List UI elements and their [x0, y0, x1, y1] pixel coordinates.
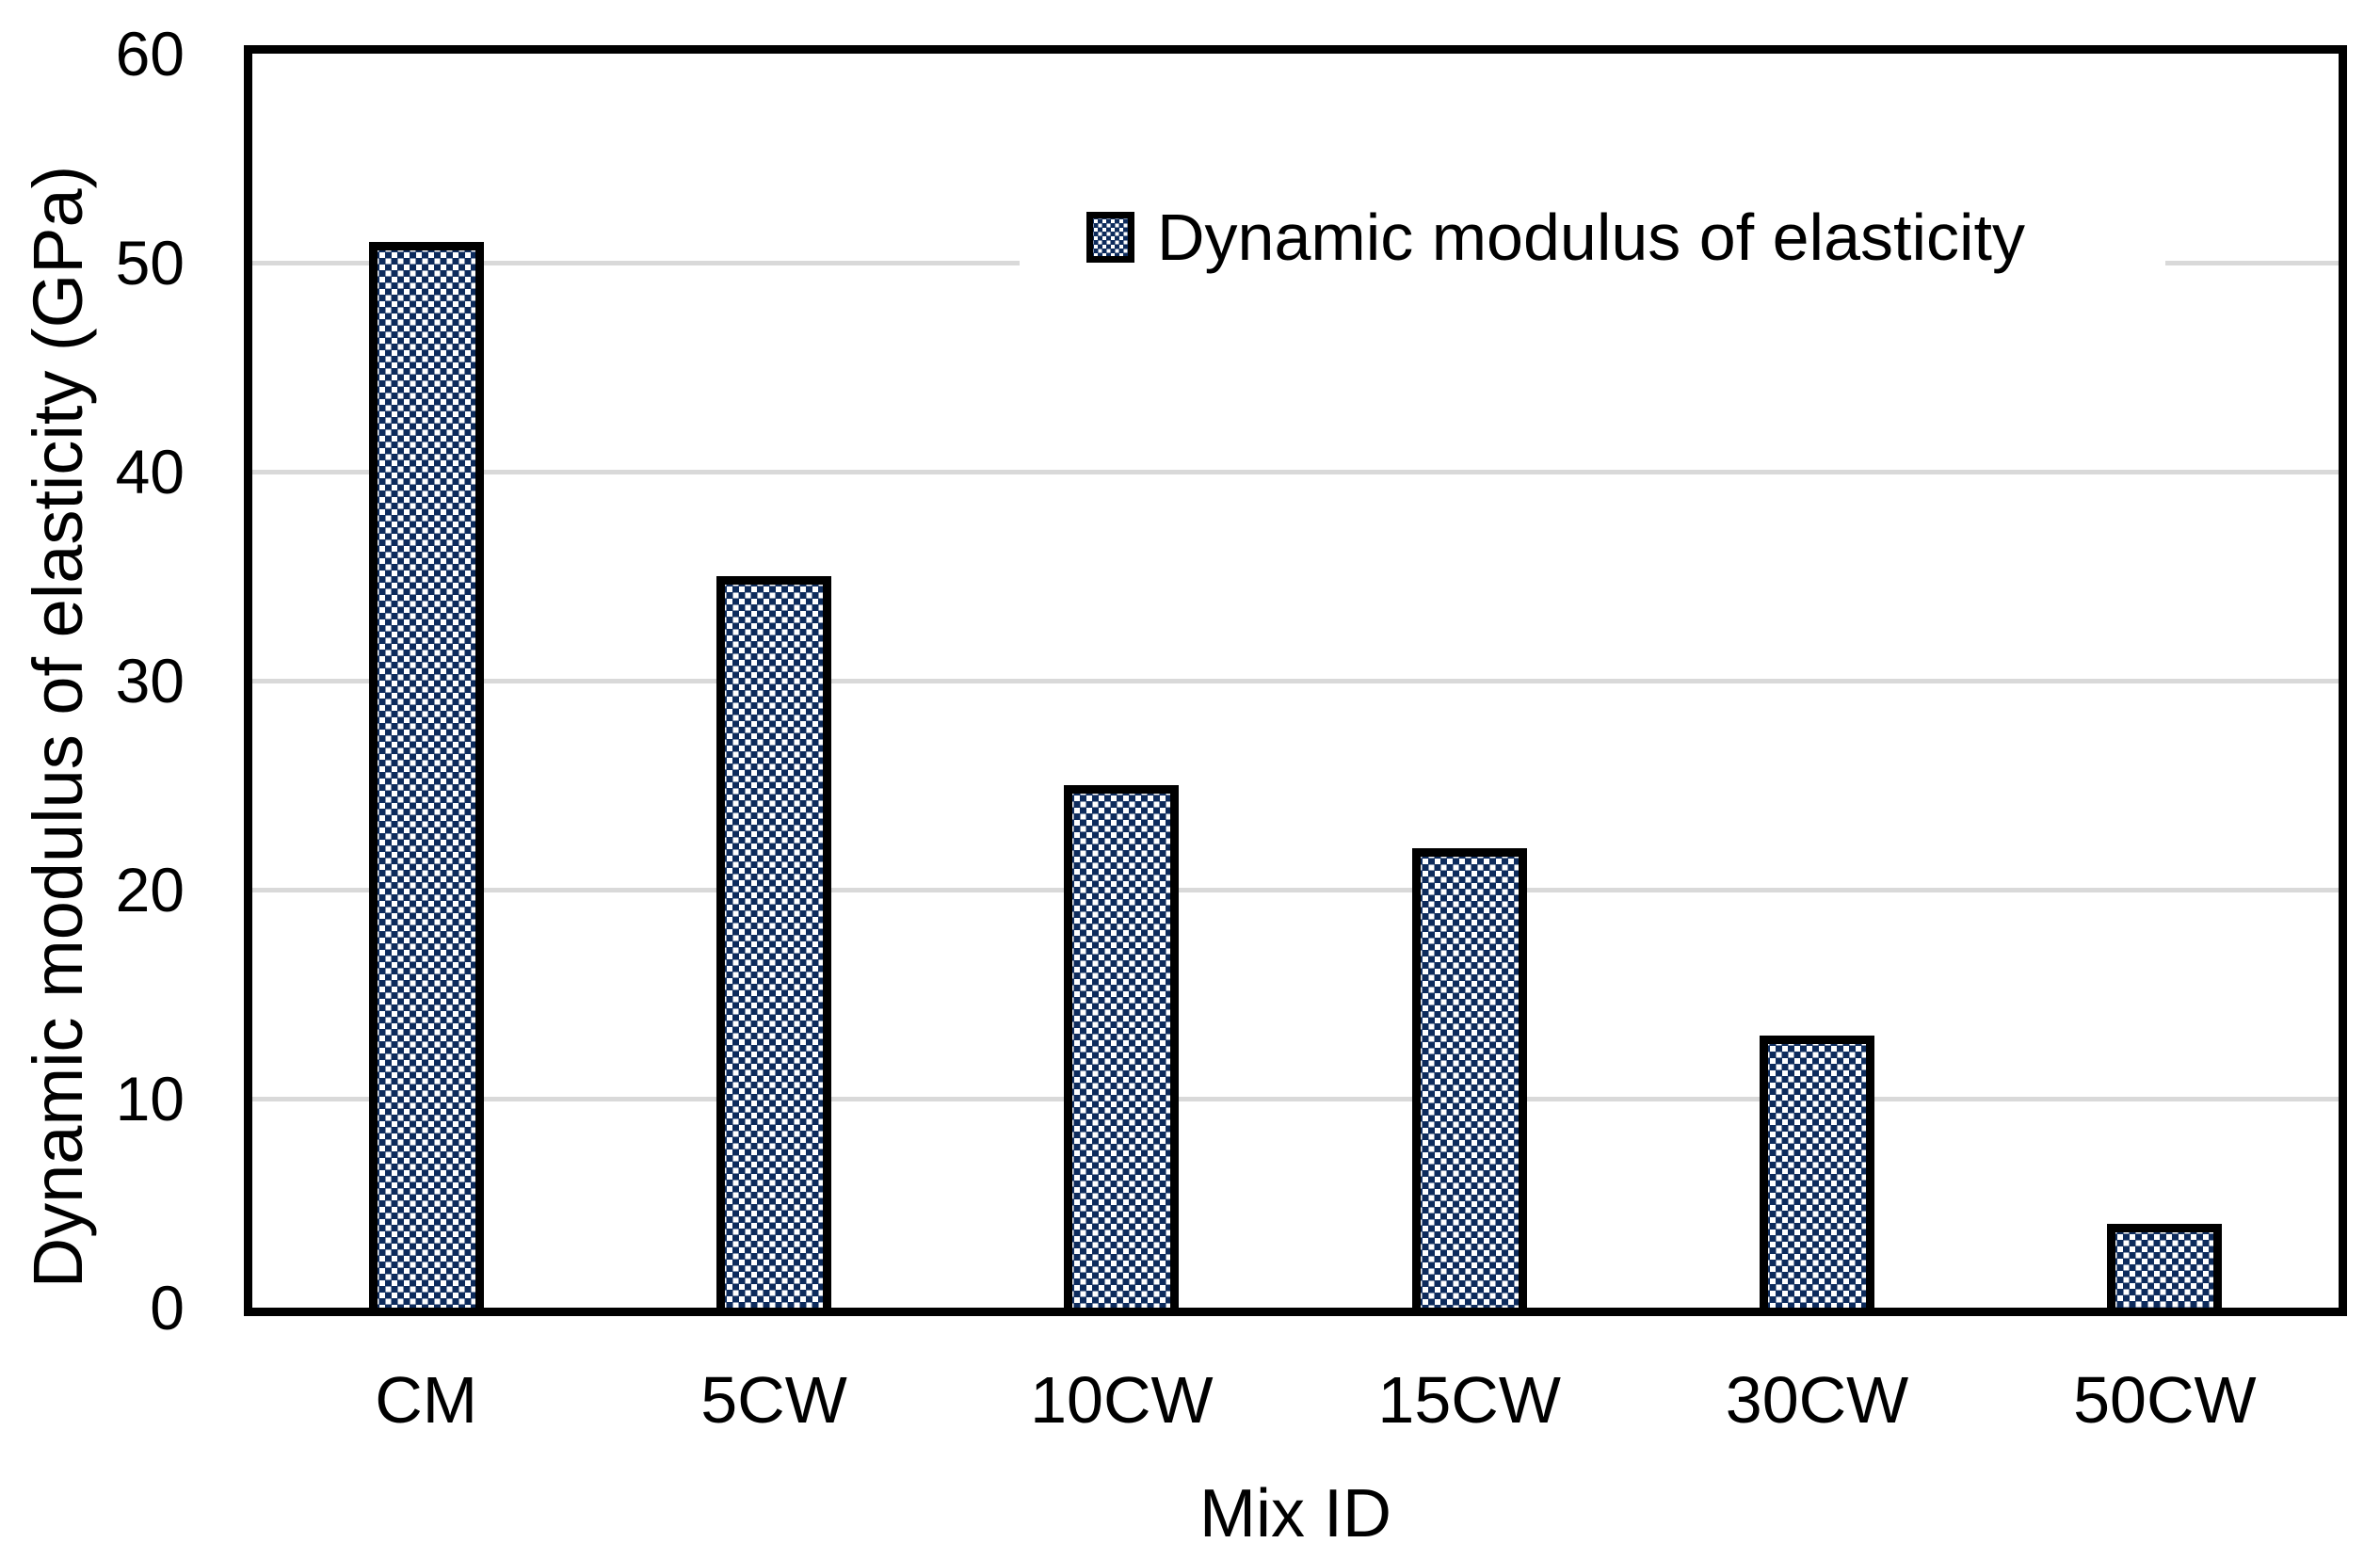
- x-tick-label-10CW: 10CW: [1030, 1363, 1214, 1437]
- y-tick-label-60: 60: [115, 19, 185, 88]
- x-tick-label-CM: CM: [375, 1363, 478, 1437]
- gridline-40: [252, 469, 2339, 474]
- x-tick-label-30CW: 30CW: [1725, 1363, 1909, 1437]
- bar-15CW: [1411, 847, 1527, 1308]
- x-tick-label-50CW: 50CW: [2073, 1363, 2257, 1437]
- gridline-20: [252, 887, 2339, 892]
- x-tick-label-15CW: 15CW: [1377, 1363, 1561, 1437]
- legend-label: Dynamic modulus of elasticity: [1157, 201, 2025, 274]
- gridline-30: [252, 678, 2339, 683]
- y-tick-label-40: 40: [115, 437, 185, 506]
- bar-50CW: [2107, 1224, 2223, 1308]
- legend: Dynamic modulus of elasticity: [1020, 194, 2165, 281]
- gridline-10: [252, 1096, 2339, 1101]
- y-tick-label-30: 30: [115, 646, 185, 715]
- y-tick-label-10: 10: [115, 1064, 185, 1133]
- bar-30CW: [1760, 1036, 1874, 1308]
- plot-inner: [252, 54, 2339, 1308]
- bar-CM: [368, 241, 484, 1308]
- y-tick-label-0: 0: [150, 1273, 185, 1342]
- legend-pattern-swatch-icon: [1086, 212, 1134, 263]
- x-tick-label-5CW: 5CW: [700, 1363, 847, 1437]
- y-tick-label-20: 20: [115, 855, 185, 924]
- y-tick-label-50: 50: [115, 228, 185, 297]
- plot-area: [244, 45, 2347, 1316]
- bar-5CW: [716, 576, 831, 1308]
- bar-10CW: [1064, 785, 1180, 1308]
- x-axis-title: Mix ID: [1199, 1476, 1391, 1551]
